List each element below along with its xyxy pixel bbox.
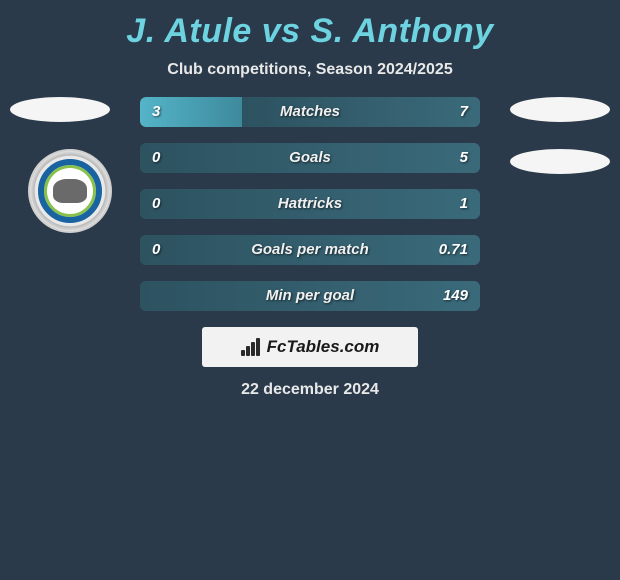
footer-date: 22 december 2024 bbox=[0, 367, 620, 413]
brand-bars-icon bbox=[241, 338, 263, 356]
stat-right-value: 7 bbox=[460, 97, 468, 127]
player-right-badge-2 bbox=[510, 149, 610, 174]
stat-label: Goals bbox=[140, 143, 480, 173]
player-left-badge bbox=[10, 97, 110, 122]
stat-right-value: 149 bbox=[443, 281, 468, 311]
stats-area: 3Matches7 0Goals5 0Hattricks1 0Goals per ma… bbox=[0, 97, 620, 311]
player-right-badge bbox=[510, 97, 610, 122]
brand-text: FcTables.com bbox=[267, 337, 380, 357]
stat-row: 0Hattricks1 bbox=[140, 189, 480, 219]
stat-right-value: 1 bbox=[460, 189, 468, 219]
stat-label: Hattricks bbox=[140, 189, 480, 219]
stat-label: Matches bbox=[140, 97, 480, 127]
stat-rows: 3Matches7 0Goals5 0Hattricks1 0Goals per ma… bbox=[140, 97, 480, 311]
page-title: J. Atule vs S. Anthony bbox=[0, 0, 620, 55]
brand-logo[interactable]: FcTables.com bbox=[202, 327, 418, 367]
stat-label: Min per goal bbox=[140, 281, 480, 311]
stat-row: 0Goals5 bbox=[140, 143, 480, 173]
stat-right-value: 5 bbox=[460, 143, 468, 173]
stat-row: 0Goals per match0.71 bbox=[140, 235, 480, 265]
comparison-widget: J. Atule vs S. Anthony Club competitions… bbox=[0, 0, 620, 413]
stat-row: 3Matches7 bbox=[140, 97, 480, 127]
subtitle: Club competitions, Season 2024/2025 bbox=[0, 55, 620, 97]
stat-right-value: 0.71 bbox=[439, 235, 468, 265]
stat-label: Goals per match bbox=[140, 235, 480, 265]
stat-row: Min per goal149 bbox=[140, 281, 480, 311]
club-logo-left bbox=[28, 149, 112, 233]
